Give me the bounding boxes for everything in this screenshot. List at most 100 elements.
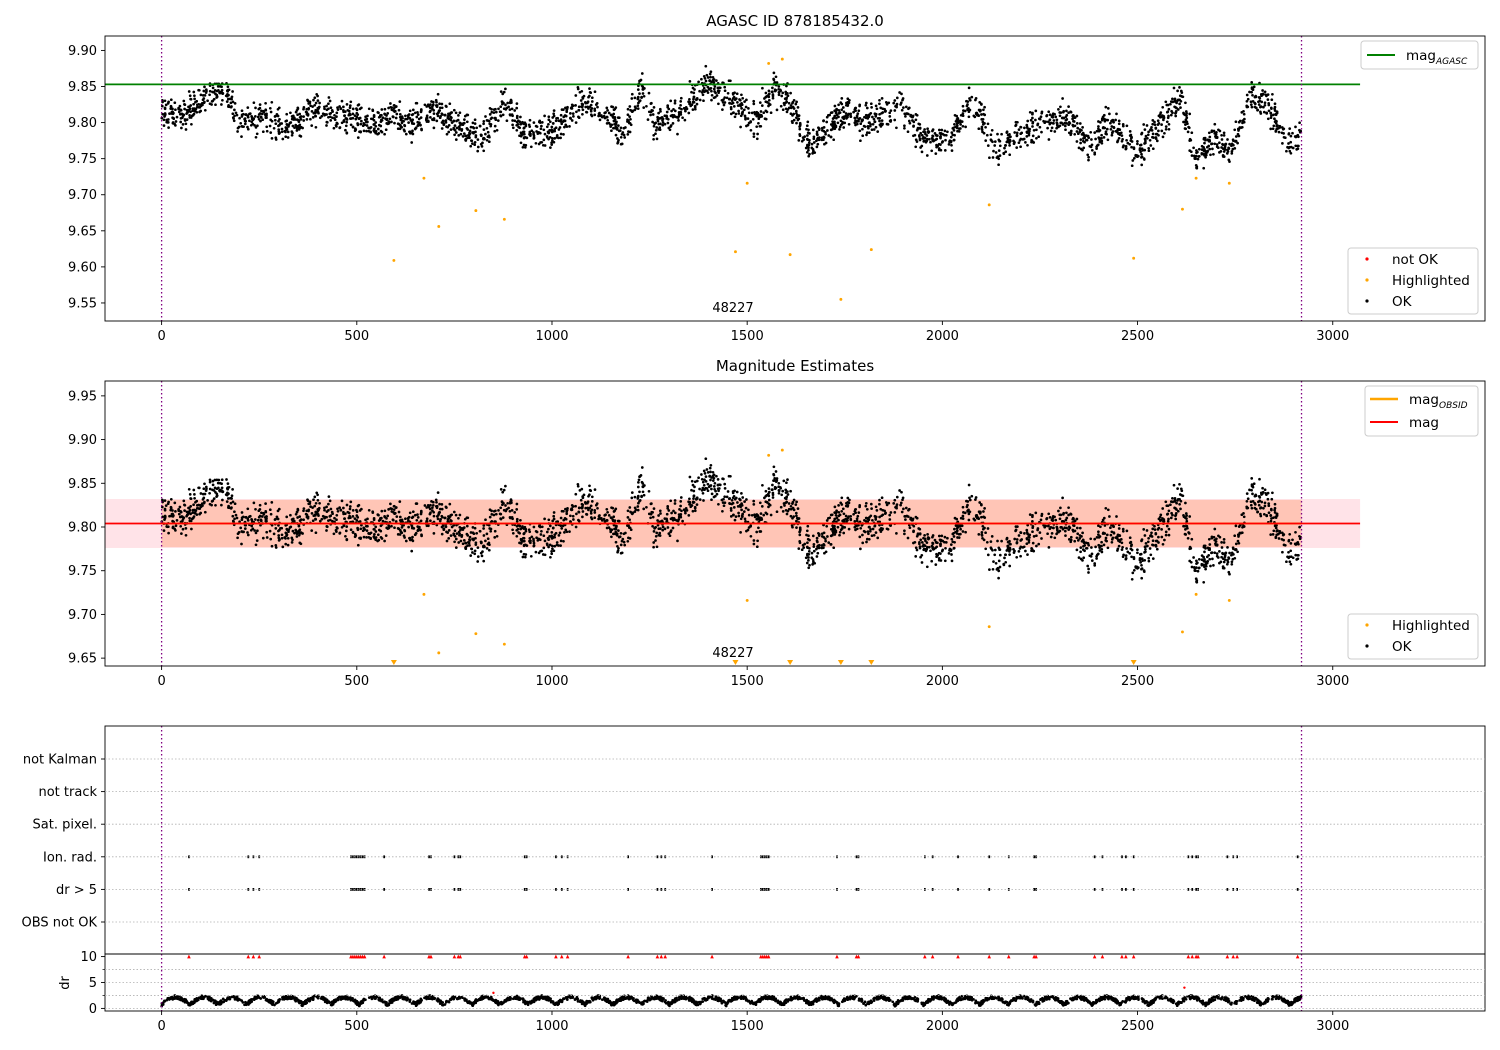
panel1-ok-point — [528, 118, 532, 122]
panel2-ok-point — [258, 514, 262, 518]
panel2-ok-point — [1082, 544, 1085, 548]
panel2-ok-point — [650, 502, 653, 505]
panel2-ok-point — [204, 489, 208, 492]
panel1-ok-point — [687, 111, 691, 115]
panel1-ok-point — [936, 134, 939, 137]
panel1-ok-point — [935, 137, 939, 141]
panel1-ok-point — [1140, 131, 1144, 135]
panel2-ok-point — [1294, 553, 1298, 557]
panel1-ok-point — [816, 142, 820, 146]
panel1-ok-point — [318, 101, 321, 105]
panel1-ok-point — [956, 129, 959, 133]
panel2-ok-point — [1167, 517, 1170, 521]
panel2-ok-point — [849, 514, 853, 518]
panel2-ok-point — [231, 500, 235, 504]
panel1-ok-point — [501, 113, 505, 117]
panel2-ok-point — [1034, 511, 1038, 515]
panel1-ok-point — [638, 79, 641, 83]
panel2-ok-point — [193, 493, 196, 496]
panel1-ok-point — [356, 136, 360, 139]
panel2-ok-point — [1102, 516, 1106, 520]
panel1-ok-point — [532, 132, 535, 136]
panel1-ok-point — [496, 119, 500, 122]
panel1-ok-point — [812, 135, 816, 139]
panel1-ok-point — [249, 123, 253, 127]
panel1-ok-point — [351, 116, 355, 120]
panel2-ok-point — [729, 509, 733, 512]
panel1-ok-point — [1028, 110, 1032, 114]
panel2-ok-point — [959, 527, 962, 531]
panel1-ok-point — [405, 117, 409, 121]
panel1-ok-point — [174, 120, 178, 123]
panel2-ok-point — [829, 543, 833, 546]
panel1-ok-point — [502, 90, 506, 94]
panel1-ok-point — [665, 110, 669, 114]
panel2-ok-point — [1090, 546, 1093, 549]
panel1-ok-point — [831, 120, 834, 123]
panel1-ok-point — [815, 145, 819, 149]
panel1-ok-point — [1098, 136, 1101, 140]
panel1-ok-point — [584, 105, 588, 109]
panel2-ok-point — [729, 515, 733, 518]
panel2-ok-point — [981, 527, 985, 531]
panel1-ok-point — [1269, 127, 1273, 131]
panel1-ok-point — [348, 104, 352, 107]
panel1-ok-point — [927, 137, 931, 141]
panel1-ok-point — [665, 115, 669, 119]
panel1-ok-point — [1002, 152, 1006, 156]
panel2-ok-point — [695, 497, 699, 500]
panel1-ok-point — [166, 118, 170, 121]
panel1-ok-point — [445, 105, 448, 108]
panel2-ok-point — [638, 475, 641, 479]
panel1-ok-point — [335, 111, 339, 115]
panel2-ok-point — [1128, 536, 1132, 540]
panel2-ok-point — [931, 534, 935, 537]
panel1-ok-point — [817, 127, 821, 130]
panel1-ok-point — [1081, 126, 1084, 129]
panel2-ok-point — [1167, 527, 1171, 531]
panel1-ok-point — [652, 106, 656, 109]
panel2-ok-point — [673, 511, 677, 515]
panel1-ok-point — [536, 130, 540, 134]
panel1-ok-point — [780, 94, 784, 98]
panel1-ok-point — [173, 101, 177, 105]
panel1-ok-point — [466, 133, 470, 137]
panel2-ok-point — [484, 539, 487, 543]
panel2-ok-point — [723, 487, 727, 490]
panel2-ok-point — [1105, 533, 1109, 537]
panel1-ok-point — [1069, 133, 1073, 137]
panel1-ok-point — [289, 111, 292, 115]
panel2-ok-point — [449, 518, 452, 522]
panel2-ok-point — [489, 529, 493, 533]
panel2-ok-point — [482, 524, 486, 527]
panel2-ok-point — [885, 503, 889, 507]
panel1-ok-point — [860, 119, 864, 123]
panel2-ok-point — [258, 503, 262, 507]
panel1-ok-point — [540, 124, 543, 128]
panel1-ok-point — [189, 104, 193, 107]
panel2-ok-point — [1035, 544, 1038, 548]
panel1-ok-point — [252, 101, 256, 105]
panel1-ok-point — [325, 104, 328, 108]
panel2-ok-point — [679, 504, 682, 508]
panel2-ok-point — [1109, 526, 1112, 530]
panel1-ok-point — [1188, 149, 1192, 152]
panel1-ok-point — [430, 100, 433, 103]
panel2-ok-point — [1186, 526, 1189, 530]
panel1-ok-point — [1008, 141, 1011, 145]
panel2-ok-point — [1124, 556, 1128, 560]
panel2-ok-point — [1031, 515, 1034, 519]
panel2-ok-point — [965, 499, 968, 503]
panel2-ok-point — [274, 546, 278, 549]
panel1-ok-point — [1012, 142, 1016, 146]
panel1-ok-point — [317, 106, 321, 110]
panel1-ok-point — [1140, 163, 1144, 167]
panel1-ok-point — [540, 121, 544, 124]
panel1-ok-point — [858, 129, 862, 133]
panel2-ok-point — [359, 537, 362, 540]
panel2-ok-point — [1006, 547, 1010, 551]
panel1-highlighted-point — [788, 253, 792, 257]
panel1-ok-point — [710, 80, 713, 84]
panel1-ok-point — [511, 123, 514, 127]
panel1-ok-point — [1103, 119, 1107, 123]
